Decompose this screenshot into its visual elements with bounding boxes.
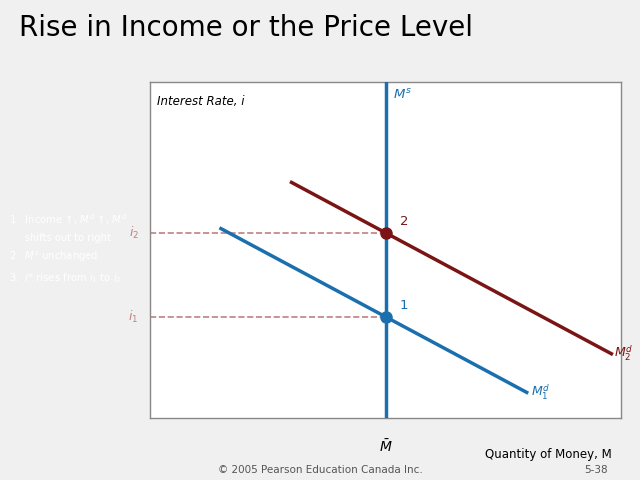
Text: 1: 1 bbox=[400, 299, 408, 312]
Text: Rise in Income or the Price Level: Rise in Income or the Price Level bbox=[19, 14, 473, 42]
Text: © 2005 Pearson Education Canada Inc.: © 2005 Pearson Education Canada Inc. bbox=[218, 465, 422, 475]
Text: Quantity of Money, M: Quantity of Money, M bbox=[484, 448, 611, 461]
Text: Interest Rate, i: Interest Rate, i bbox=[157, 95, 245, 108]
Text: $M^s$: $M^s$ bbox=[393, 88, 412, 102]
Text: $M_1^d$: $M_1^d$ bbox=[531, 383, 550, 402]
Text: $\bar{M}$: $\bar{M}$ bbox=[379, 438, 392, 455]
Text: $i_2$: $i_2$ bbox=[129, 225, 139, 241]
Text: $M_2^d$: $M_2^d$ bbox=[614, 344, 633, 363]
Text: $i_1$: $i_1$ bbox=[129, 309, 139, 325]
Text: 5-38: 5-38 bbox=[584, 465, 608, 475]
Text: 1.  Income ↑, $M^d$ ↑, $M^d$
     shifts out to right
2.  $M^s$ unchanged
3.  $i: 1. Income ↑, $M^d$ ↑, $M^d$ shifts out t… bbox=[9, 212, 127, 285]
Text: 2: 2 bbox=[400, 215, 408, 228]
